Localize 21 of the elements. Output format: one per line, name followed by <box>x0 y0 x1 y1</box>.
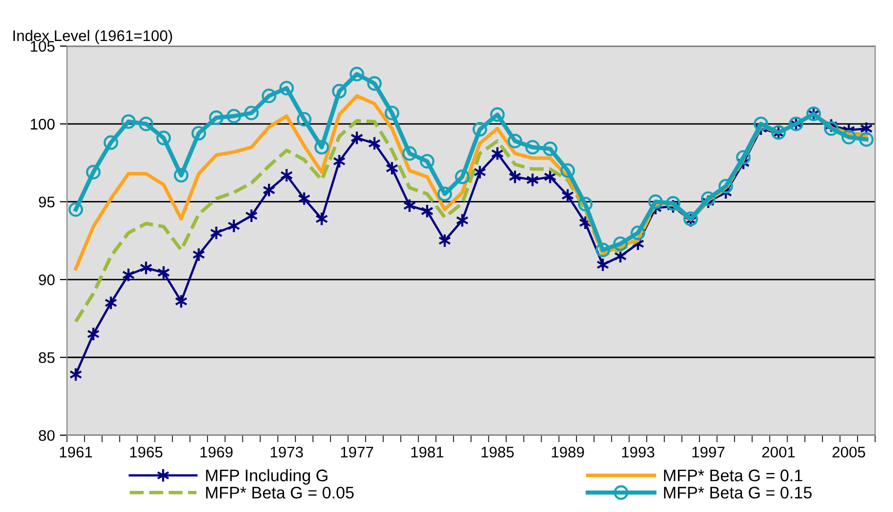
x-tick-label: 1969 <box>200 446 233 458</box>
x-tick-label: 1981 <box>411 446 444 458</box>
legend-label: MFP* Beta G = 0.1 <box>664 470 802 482</box>
x-tick-label: 1961 <box>60 446 92 458</box>
legend-label: MFP* Beta G = 0.05 <box>206 486 354 499</box>
x-tick-label: 2005 <box>832 446 866 458</box>
y-tick-label: 85 <box>38 352 55 364</box>
x-tick-label: 1989 <box>552 446 584 458</box>
legend-label: MFP* Beta G = 0.15 <box>664 486 812 499</box>
x-tick-label: 1985 <box>482 446 514 458</box>
y-tick-label: 80 <box>38 430 55 441</box>
x-tick-label: 1997 <box>692 446 724 458</box>
x-tick-label: 1977 <box>341 446 374 458</box>
legend-label: MFP Including G <box>206 469 328 485</box>
y-tick-label: 95 <box>38 196 55 208</box>
x-tick-label: 1993 <box>622 446 654 458</box>
x-tick-label: 2001 <box>762 446 795 458</box>
y-tick-label: 90 <box>38 274 55 286</box>
x-tick-label: 1965 <box>130 446 162 458</box>
x-tick-label: 1973 <box>270 446 303 458</box>
y-tick-label: 100 <box>30 118 55 130</box>
